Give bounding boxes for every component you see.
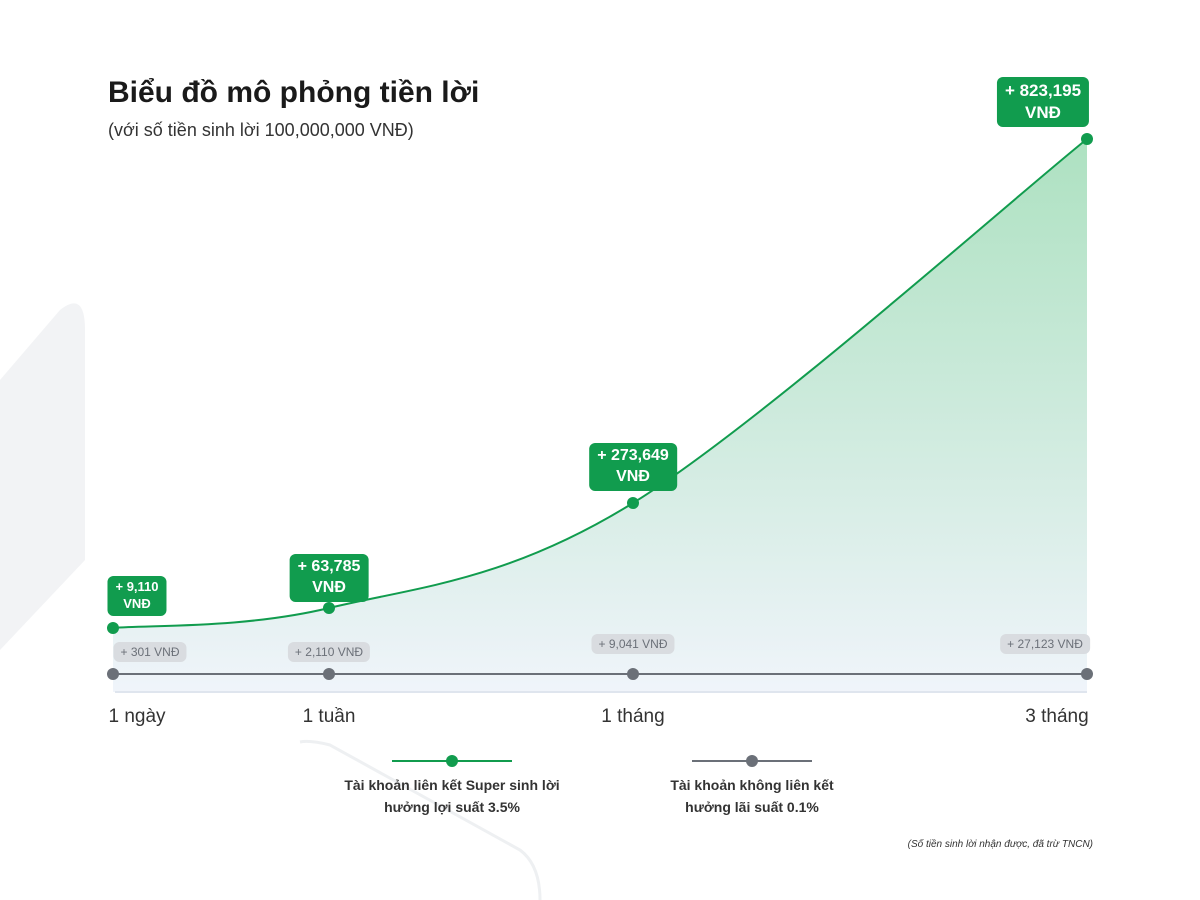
legend-label: Tài khoản liên kết Super sinh lời <box>344 777 560 793</box>
x-tick-label: 1 tuần <box>302 706 356 727</box>
data-point-super <box>627 497 639 509</box>
legend-item-super: Tài khoản liên kết Super sinh lời hưởng … <box>322 755 582 819</box>
x-tick-label: 1 ngày <box>108 706 166 727</box>
legend-line-green <box>392 755 512 767</box>
background-outline <box>299 739 542 900</box>
data-point-normal <box>1081 668 1093 680</box>
footnote: (Số tiền sinh lời nhận được, đã trừ TNCN… <box>907 839 1093 850</box>
data-label-normal: + 2,110 VNĐ <box>287 642 371 662</box>
data-label-normal: + 301 VNĐ <box>113 642 187 662</box>
chart-title: Biểu đồ mô phỏng tiền lời <box>108 76 480 109</box>
legend-label: hưởng lãi suất 0.1% <box>685 799 819 816</box>
series-line-super <box>112 138 1088 629</box>
data-point-super <box>323 602 335 614</box>
data-label-normal: + 9,041 VNĐ <box>591 634 675 654</box>
data-label-super: + 9,110 VNĐ <box>107 576 167 616</box>
legend-item-normal: Tài khoản không liên kết hưởng lãi suất … <box>622 755 882 819</box>
data-point-normal <box>107 668 119 680</box>
legend-label: Tài khoản không liên kết <box>670 777 834 793</box>
data-point-super <box>107 622 119 634</box>
background-shape <box>0 303 85 650</box>
data-point-normal <box>627 668 639 680</box>
legend-line-gray <box>692 755 812 767</box>
data-point-super <box>1081 133 1093 145</box>
legend-label: hưởng lợi suất 3.5% <box>384 799 520 816</box>
data-point-normal <box>323 668 335 680</box>
chart-subtitle: (với số tiền sinh lời 100,000,000 VNĐ) <box>108 120 414 140</box>
area-fill-super <box>113 139 1087 692</box>
data-label-normal: + 27,123 VNĐ <box>1000 634 1090 654</box>
data-label-super: + 823,195 VNĐ <box>996 77 1090 128</box>
data-label-super: + 63,785 VNĐ <box>289 554 369 602</box>
data-label-super: + 273,649 VNĐ <box>589 443 677 491</box>
x-tick-label: 3 tháng <box>1025 706 1089 727</box>
x-tick-label: 1 tháng <box>601 706 665 727</box>
